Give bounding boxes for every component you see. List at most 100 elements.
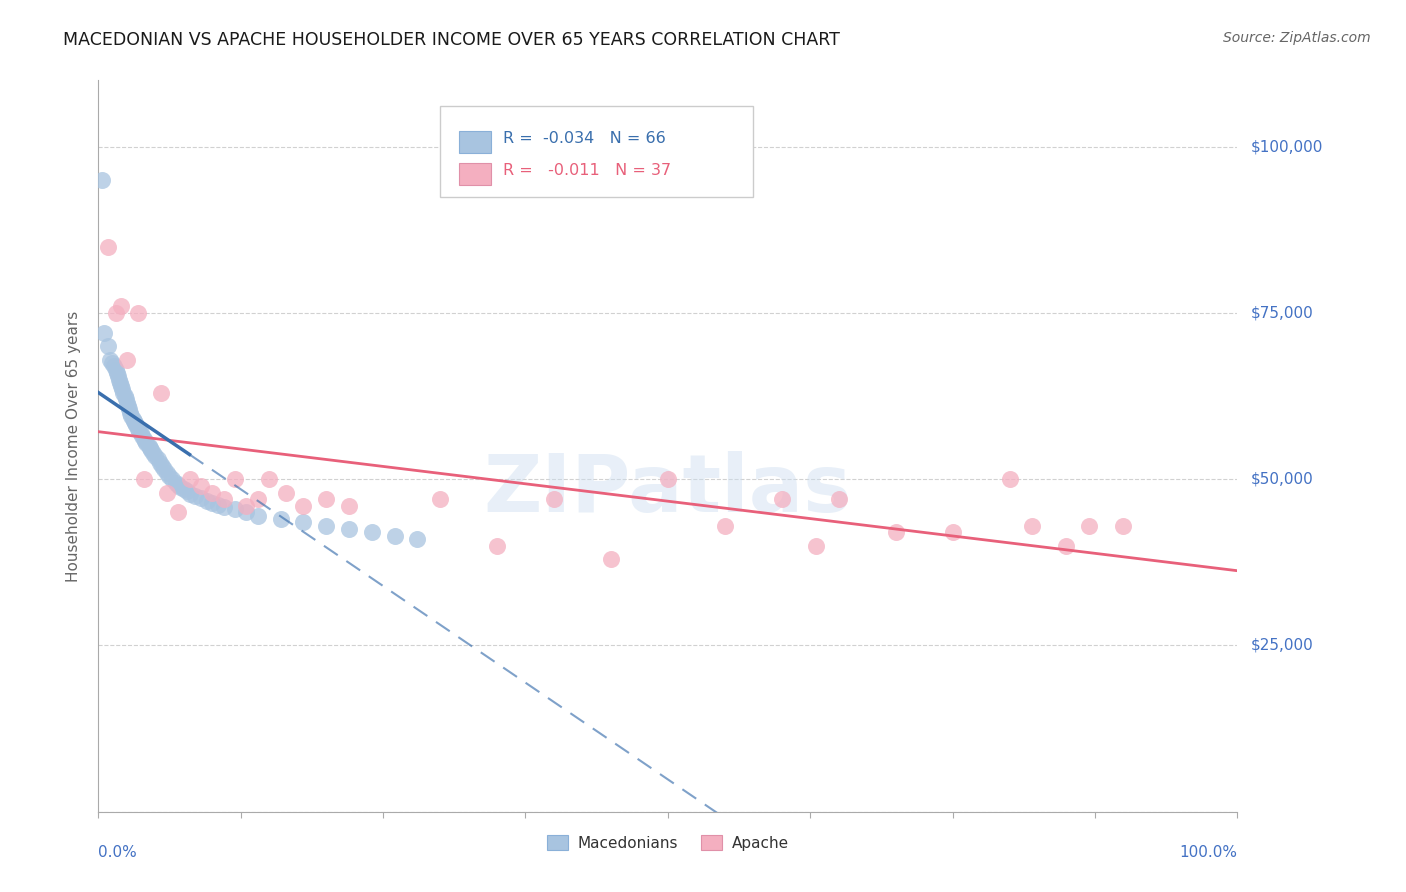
Point — [162, 472, 184, 486]
Point — [1112, 518, 1135, 533]
Point — [96, 339, 118, 353]
Point — [337, 499, 360, 513]
Point — [406, 532, 429, 546]
Point — [292, 516, 315, 530]
Point — [157, 469, 180, 483]
Point — [292, 499, 315, 513]
Point — [169, 479, 191, 493]
Point — [384, 529, 406, 543]
Point — [657, 472, 679, 486]
Point — [246, 492, 269, 507]
Point — [139, 442, 162, 457]
Point — [131, 429, 153, 443]
Point — [107, 369, 129, 384]
Point — [124, 416, 146, 430]
Text: ZIPatlas: ZIPatlas — [484, 450, 852, 529]
Point — [105, 366, 128, 380]
Point — [167, 506, 190, 520]
Point — [184, 489, 207, 503]
Point — [176, 484, 198, 499]
Point — [121, 412, 143, 426]
Point — [142, 445, 165, 459]
Point — [132, 433, 155, 447]
FancyBboxPatch shape — [440, 106, 754, 197]
Point — [600, 552, 623, 566]
Point — [998, 472, 1021, 486]
Point — [150, 458, 173, 473]
Point — [104, 362, 127, 376]
Legend: Macedonians, Apache: Macedonians, Apache — [541, 829, 794, 856]
Point — [138, 441, 160, 455]
Point — [201, 495, 224, 509]
Point — [129, 426, 152, 441]
Point — [235, 506, 257, 520]
Point — [120, 409, 142, 423]
Point — [110, 379, 132, 393]
Point — [212, 492, 235, 507]
Point — [122, 414, 145, 428]
Bar — [460, 163, 491, 185]
Point — [770, 492, 793, 507]
Point — [138, 439, 160, 453]
Point — [315, 492, 337, 507]
Point — [149, 456, 172, 470]
Point — [201, 485, 224, 500]
Text: $75,000: $75,000 — [1251, 306, 1313, 320]
Point — [1021, 518, 1043, 533]
Point — [190, 491, 212, 505]
Point — [212, 500, 235, 514]
Point — [114, 392, 136, 407]
Text: 100.0%: 100.0% — [1180, 845, 1237, 860]
Text: Source: ZipAtlas.com: Source: ZipAtlas.com — [1223, 31, 1371, 45]
Point — [315, 518, 337, 533]
Point — [127, 422, 149, 436]
Text: MACEDONIAN VS APACHE HOUSEHOLDER INCOME OVER 65 YEARS CORRELATION CHART: MACEDONIAN VS APACHE HOUSEHOLDER INCOME … — [63, 31, 841, 49]
Point — [98, 352, 121, 367]
Point — [224, 472, 246, 486]
Point — [120, 406, 142, 420]
Point — [259, 472, 281, 486]
Point — [150, 385, 173, 400]
Point — [207, 498, 229, 512]
Point — [128, 425, 150, 439]
Point — [179, 472, 201, 486]
Point — [360, 525, 382, 540]
Point — [104, 306, 127, 320]
Point — [270, 512, 292, 526]
Point — [190, 479, 212, 493]
Y-axis label: Householder Income Over 65 years: Householder Income Over 65 years — [66, 310, 82, 582]
Point — [942, 525, 965, 540]
Point — [276, 485, 298, 500]
Point — [246, 508, 269, 523]
Point — [101, 356, 124, 370]
Point — [179, 487, 201, 501]
Point — [337, 522, 360, 536]
Point — [108, 372, 131, 386]
Text: 0.0%: 0.0% — [98, 845, 138, 860]
Point — [115, 396, 138, 410]
Point — [235, 499, 257, 513]
Point — [90, 173, 112, 187]
Point — [1056, 539, 1078, 553]
Text: R =  -0.034   N = 66: R = -0.034 N = 66 — [503, 131, 665, 146]
Point — [114, 389, 136, 403]
Point — [135, 436, 157, 450]
Point — [134, 434, 156, 449]
Text: $100,000: $100,000 — [1251, 139, 1323, 154]
Point — [127, 306, 149, 320]
Point — [156, 466, 179, 480]
Bar — [460, 131, 491, 153]
Point — [429, 492, 451, 507]
Point — [146, 452, 169, 467]
Point — [1078, 518, 1101, 533]
Point — [167, 477, 190, 491]
Point — [125, 417, 148, 432]
Point — [111, 383, 134, 397]
Point — [118, 402, 141, 417]
Point — [173, 482, 195, 496]
Text: R =   -0.011   N = 37: R = -0.011 N = 37 — [503, 162, 671, 178]
Point — [96, 239, 118, 253]
Point — [195, 493, 218, 508]
Point — [165, 475, 187, 490]
Point — [145, 449, 167, 463]
